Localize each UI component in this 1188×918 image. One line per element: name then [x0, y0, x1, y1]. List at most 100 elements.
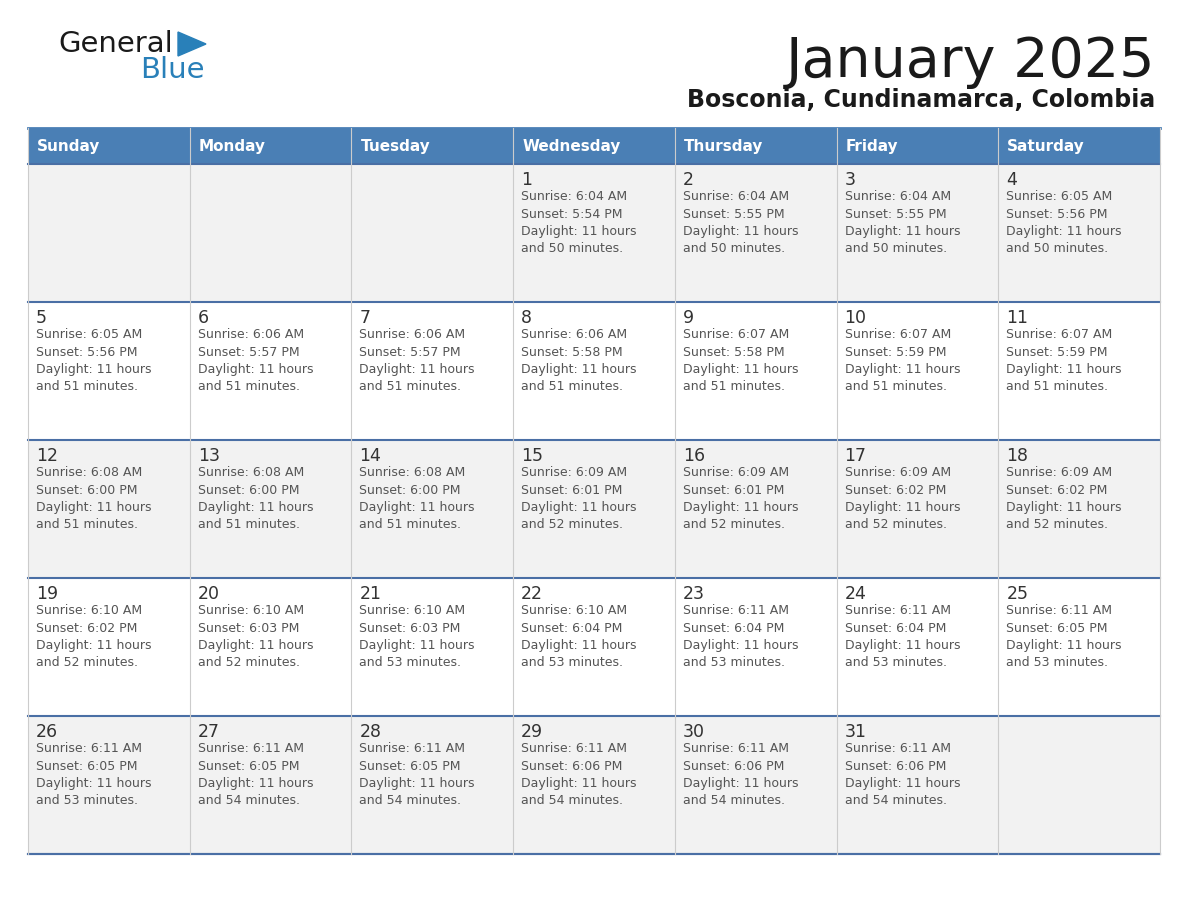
Bar [352, 578, 513, 716]
Bar [513, 302, 675, 440]
Text: 18: 18 [1006, 447, 1029, 465]
Bar [836, 128, 998, 164]
Text: 12: 12 [36, 447, 58, 465]
Bar [675, 164, 836, 302]
Text: Sunrise: 6:11 AM
Sunset: 6:05 PM
Daylight: 11 hours
and 53 minutes.: Sunrise: 6:11 AM Sunset: 6:05 PM Dayligh… [36, 742, 152, 808]
Bar [998, 578, 1159, 716]
Text: Sunrise: 6:04 AM
Sunset: 5:55 PM
Daylight: 11 hours
and 50 minutes.: Sunrise: 6:04 AM Sunset: 5:55 PM Dayligh… [845, 190, 960, 255]
Text: Bosconia, Cundinamarca, Colombia: Bosconia, Cundinamarca, Colombia [687, 88, 1155, 112]
Bar [352, 128, 513, 164]
Bar [29, 164, 190, 302]
Bar [352, 164, 513, 302]
Text: 6: 6 [197, 309, 209, 327]
Text: Sunrise: 6:09 AM
Sunset: 6:01 PM
Daylight: 11 hours
and 52 minutes.: Sunrise: 6:09 AM Sunset: 6:01 PM Dayligh… [522, 466, 637, 532]
Bar [513, 440, 675, 578]
Text: Sunrise: 6:11 AM
Sunset: 6:04 PM
Daylight: 11 hours
and 53 minutes.: Sunrise: 6:11 AM Sunset: 6:04 PM Dayligh… [683, 604, 798, 669]
Text: 2: 2 [683, 171, 694, 189]
Text: 30: 30 [683, 723, 704, 741]
Text: Sunrise: 6:10 AM
Sunset: 6:04 PM
Daylight: 11 hours
and 53 minutes.: Sunrise: 6:10 AM Sunset: 6:04 PM Dayligh… [522, 604, 637, 669]
Text: 3: 3 [845, 171, 855, 189]
Bar [675, 440, 836, 578]
Bar [998, 302, 1159, 440]
Text: 24: 24 [845, 585, 866, 603]
Text: 14: 14 [360, 447, 381, 465]
Bar [29, 578, 190, 716]
Bar [998, 128, 1159, 164]
Text: Sunrise: 6:11 AM
Sunset: 6:06 PM
Daylight: 11 hours
and 54 minutes.: Sunrise: 6:11 AM Sunset: 6:06 PM Dayligh… [522, 742, 637, 808]
Text: 16: 16 [683, 447, 704, 465]
Text: 15: 15 [522, 447, 543, 465]
Bar [513, 578, 675, 716]
Bar [190, 128, 352, 164]
Text: 28: 28 [360, 723, 381, 741]
Text: Monday: Monday [198, 139, 266, 153]
Text: Sunrise: 6:11 AM
Sunset: 6:04 PM
Daylight: 11 hours
and 53 minutes.: Sunrise: 6:11 AM Sunset: 6:04 PM Dayligh… [845, 604, 960, 669]
Text: 22: 22 [522, 585, 543, 603]
Bar [513, 716, 675, 854]
Bar [998, 716, 1159, 854]
Text: 31: 31 [845, 723, 866, 741]
Text: 21: 21 [360, 585, 381, 603]
Text: Sunrise: 6:11 AM
Sunset: 6:05 PM
Daylight: 11 hours
and 54 minutes.: Sunrise: 6:11 AM Sunset: 6:05 PM Dayligh… [360, 742, 475, 808]
Text: Sunrise: 6:07 AM
Sunset: 5:59 PM
Daylight: 11 hours
and 51 minutes.: Sunrise: 6:07 AM Sunset: 5:59 PM Dayligh… [845, 328, 960, 394]
Text: Sunrise: 6:08 AM
Sunset: 6:00 PM
Daylight: 11 hours
and 51 minutes.: Sunrise: 6:08 AM Sunset: 6:00 PM Dayligh… [36, 466, 152, 532]
Bar [352, 440, 513, 578]
Text: 27: 27 [197, 723, 220, 741]
Text: Sunrise: 6:05 AM
Sunset: 5:56 PM
Daylight: 11 hours
and 50 minutes.: Sunrise: 6:05 AM Sunset: 5:56 PM Dayligh… [1006, 190, 1121, 255]
Text: Thursday: Thursday [684, 139, 763, 153]
Bar [675, 128, 836, 164]
Bar [675, 578, 836, 716]
Text: 23: 23 [683, 585, 704, 603]
Bar [836, 716, 998, 854]
Bar [190, 302, 352, 440]
Text: Sunrise: 6:11 AM
Sunset: 6:05 PM
Daylight: 11 hours
and 53 minutes.: Sunrise: 6:11 AM Sunset: 6:05 PM Dayligh… [1006, 604, 1121, 669]
Bar [190, 716, 352, 854]
Text: Friday: Friday [846, 139, 898, 153]
Text: Sunrise: 6:06 AM
Sunset: 5:57 PM
Daylight: 11 hours
and 51 minutes.: Sunrise: 6:06 AM Sunset: 5:57 PM Dayligh… [197, 328, 314, 394]
Text: 19: 19 [36, 585, 58, 603]
Text: 17: 17 [845, 447, 866, 465]
Text: Wednesday: Wednesday [523, 139, 620, 153]
Text: 10: 10 [845, 309, 866, 327]
Text: 5: 5 [36, 309, 48, 327]
Text: Sunrise: 6:10 AM
Sunset: 6:02 PM
Daylight: 11 hours
and 52 minutes.: Sunrise: 6:10 AM Sunset: 6:02 PM Dayligh… [36, 604, 152, 669]
Bar [29, 128, 190, 164]
Bar [29, 440, 190, 578]
Bar [352, 716, 513, 854]
Bar [29, 716, 190, 854]
Bar [513, 128, 675, 164]
Text: Sunrise: 6:11 AM
Sunset: 6:05 PM
Daylight: 11 hours
and 54 minutes.: Sunrise: 6:11 AM Sunset: 6:05 PM Dayligh… [197, 742, 314, 808]
Text: Sunrise: 6:09 AM
Sunset: 6:02 PM
Daylight: 11 hours
and 52 minutes.: Sunrise: 6:09 AM Sunset: 6:02 PM Dayligh… [845, 466, 960, 532]
Text: Sunrise: 6:04 AM
Sunset: 5:54 PM
Daylight: 11 hours
and 50 minutes.: Sunrise: 6:04 AM Sunset: 5:54 PM Dayligh… [522, 190, 637, 255]
Bar [998, 164, 1159, 302]
Bar [836, 578, 998, 716]
Text: Sunrise: 6:08 AM
Sunset: 6:00 PM
Daylight: 11 hours
and 51 minutes.: Sunrise: 6:08 AM Sunset: 6:00 PM Dayligh… [197, 466, 314, 532]
Bar [29, 302, 190, 440]
Text: 11: 11 [1006, 309, 1029, 327]
Bar [675, 716, 836, 854]
Text: Sunrise: 6:04 AM
Sunset: 5:55 PM
Daylight: 11 hours
and 50 minutes.: Sunrise: 6:04 AM Sunset: 5:55 PM Dayligh… [683, 190, 798, 255]
Bar [675, 302, 836, 440]
Bar [836, 440, 998, 578]
Text: Tuesday: Tuesday [360, 139, 430, 153]
Text: 26: 26 [36, 723, 58, 741]
Text: Sunrise: 6:11 AM
Sunset: 6:06 PM
Daylight: 11 hours
and 54 minutes.: Sunrise: 6:11 AM Sunset: 6:06 PM Dayligh… [845, 742, 960, 808]
Text: 4: 4 [1006, 171, 1017, 189]
Text: Sunrise: 6:10 AM
Sunset: 6:03 PM
Daylight: 11 hours
and 53 minutes.: Sunrise: 6:10 AM Sunset: 6:03 PM Dayligh… [360, 604, 475, 669]
Bar [190, 164, 352, 302]
Bar [352, 302, 513, 440]
Text: 8: 8 [522, 309, 532, 327]
Text: 7: 7 [360, 309, 371, 327]
Text: Sunday: Sunday [37, 139, 100, 153]
Text: Sunrise: 6:07 AM
Sunset: 5:59 PM
Daylight: 11 hours
and 51 minutes.: Sunrise: 6:07 AM Sunset: 5:59 PM Dayligh… [1006, 328, 1121, 394]
Text: Sunrise: 6:07 AM
Sunset: 5:58 PM
Daylight: 11 hours
and 51 minutes.: Sunrise: 6:07 AM Sunset: 5:58 PM Dayligh… [683, 328, 798, 394]
Text: Sunrise: 6:06 AM
Sunset: 5:58 PM
Daylight: 11 hours
and 51 minutes.: Sunrise: 6:06 AM Sunset: 5:58 PM Dayligh… [522, 328, 637, 394]
Text: 9: 9 [683, 309, 694, 327]
Polygon shape [178, 32, 206, 56]
Text: Blue: Blue [140, 56, 204, 84]
Text: Sunrise: 6:06 AM
Sunset: 5:57 PM
Daylight: 11 hours
and 51 minutes.: Sunrise: 6:06 AM Sunset: 5:57 PM Dayligh… [360, 328, 475, 394]
Text: 20: 20 [197, 585, 220, 603]
Text: January 2025: January 2025 [785, 35, 1155, 89]
Text: General: General [58, 30, 172, 58]
Bar [190, 578, 352, 716]
